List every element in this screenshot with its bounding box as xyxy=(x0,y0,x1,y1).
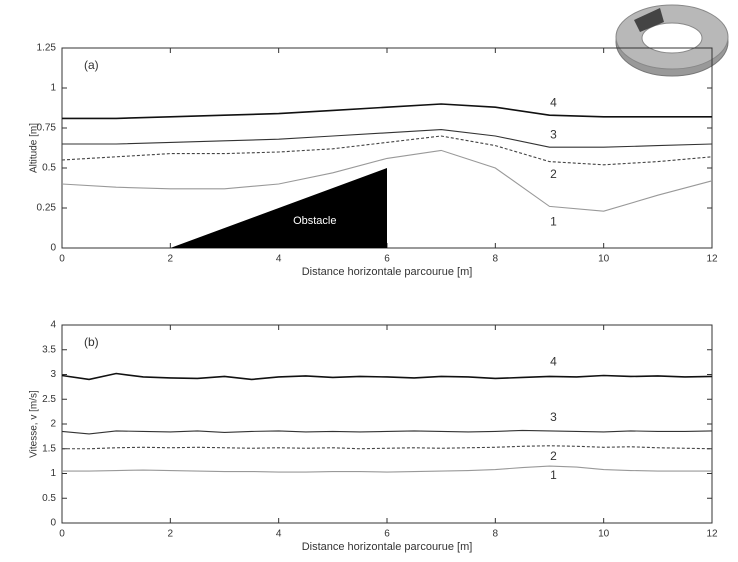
line-series xyxy=(62,465,712,473)
series-label: 1 xyxy=(550,215,557,229)
x-tick-label: 0 xyxy=(59,529,65,540)
line-series xyxy=(61,149,713,212)
x-tick-label: 12 xyxy=(706,254,718,265)
x-tick-label: 8 xyxy=(493,254,499,265)
x-axis-label: Distance horizontale parcourue [m] xyxy=(302,541,473,553)
x-tick-label: 6 xyxy=(384,254,390,265)
line-series xyxy=(62,129,713,148)
x-tick-label: 8 xyxy=(493,529,499,540)
y-tick-label: 0.5 xyxy=(42,163,56,174)
obstacle-label: Obstacle xyxy=(293,215,336,227)
x-tick-label: 4 xyxy=(276,254,282,265)
series-label: 2 xyxy=(550,167,557,181)
line-series xyxy=(62,103,712,120)
panel-label: (a) xyxy=(84,58,99,72)
series-label: 2 xyxy=(550,449,557,463)
series-label: 1 xyxy=(550,468,557,482)
y-tick-label: 1 xyxy=(50,83,56,94)
y-axis-label: Altitude [m] xyxy=(29,123,40,173)
x-axis-label: Distance horizontale parcourue [m] xyxy=(302,266,473,278)
y-tick-label: 1.5 xyxy=(42,443,56,454)
y-tick-label: 2.5 xyxy=(42,394,56,405)
obstacle xyxy=(170,168,387,248)
y-tick-label: 3.5 xyxy=(42,344,56,355)
plot-frame xyxy=(61,324,713,524)
x-tick-label: 10 xyxy=(598,254,610,265)
x-tick-label: 12 xyxy=(706,529,718,540)
y-tick-label: 0 xyxy=(50,518,56,529)
series-label: 3 xyxy=(550,127,557,141)
panel-label: (b) xyxy=(84,335,99,349)
y-tick-label: 1.25 xyxy=(37,43,57,54)
line-series xyxy=(61,372,713,381)
line-series xyxy=(62,445,713,450)
y-tick-label: 2 xyxy=(50,419,56,430)
line-series xyxy=(61,429,713,435)
x-tick-label: 10 xyxy=(598,529,610,540)
series-label: 3 xyxy=(550,410,557,424)
y-tick-label: 0 xyxy=(50,243,56,254)
x-tick-label: 0 xyxy=(59,254,65,265)
ring-icon xyxy=(615,4,729,77)
x-tick-label: 2 xyxy=(168,254,174,265)
y-tick-label: 0.25 xyxy=(37,203,57,214)
series-label: 4 xyxy=(550,355,557,369)
y-axis-label: Vitesse, v [m/s] xyxy=(29,390,40,458)
x-tick-label: 2 xyxy=(168,529,174,540)
y-tick-label: 3 xyxy=(50,369,56,380)
y-tick-label: 0.5 xyxy=(42,493,56,504)
line-series xyxy=(61,135,713,166)
y-tick-label: 0.75 xyxy=(37,123,57,134)
y-tick-label: 4 xyxy=(50,320,56,331)
x-tick-label: 6 xyxy=(384,529,390,540)
x-tick-label: 4 xyxy=(276,529,282,540)
series-label: 4 xyxy=(550,95,557,109)
y-tick-label: 1 xyxy=(50,468,56,479)
